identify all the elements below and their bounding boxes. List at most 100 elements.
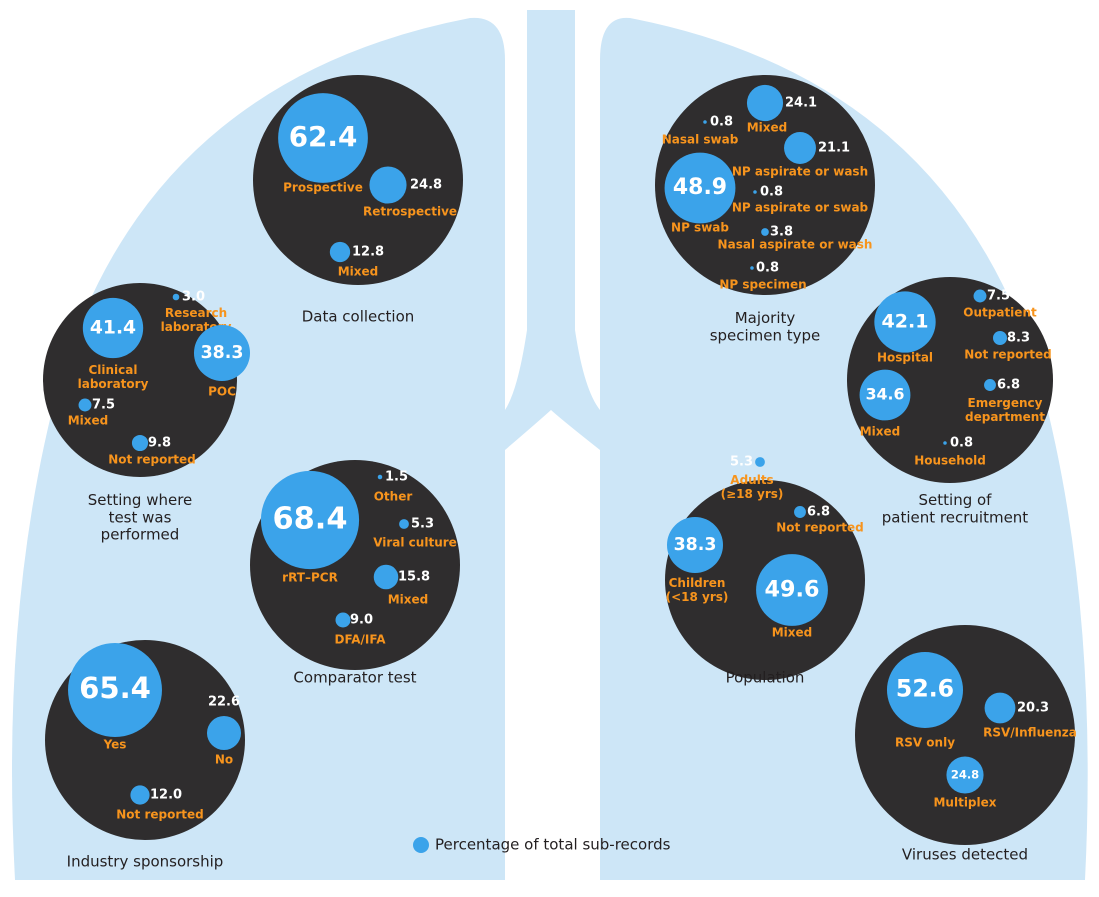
group-title: Majority specimen type <box>710 309 821 344</box>
group-title: Population <box>726 669 805 687</box>
value-label: 38.3 <box>674 535 717 555</box>
group-title: Data collection <box>302 308 415 326</box>
category-label: Nasal aspirate or wash <box>718 238 873 252</box>
group-title: Viruses detected <box>902 846 1028 864</box>
bubble <box>329 241 351 263</box>
value-label: 62.4 <box>289 120 358 153</box>
bubble <box>278 93 368 183</box>
legend-swatch <box>413 837 429 853</box>
category-label: NP specimen <box>719 278 806 292</box>
bubble <box>130 785 150 805</box>
bubble <box>794 506 806 518</box>
trachea-gap <box>505 60 600 897</box>
bubble <box>82 297 144 359</box>
category-label: No <box>215 753 233 767</box>
value-label: 52.6 <box>896 675 954 703</box>
bubble <box>68 643 162 737</box>
category-label: Not reported <box>116 808 203 822</box>
value-label: 24.1 <box>785 96 817 111</box>
category-label: POC <box>208 385 236 399</box>
bubble <box>753 190 757 194</box>
trachea <box>505 10 600 450</box>
category-label: rRT–PCR <box>282 571 338 585</box>
bubble <box>755 457 765 467</box>
category-label: Children (<18 yrs) <box>666 576 729 604</box>
category-label: Viral culture <box>373 536 457 550</box>
legend-label: Percentage of total sub-records <box>435 836 671 854</box>
bubble <box>193 324 251 382</box>
value-label: 24.8 <box>410 178 442 193</box>
category-label: Mixed <box>338 265 379 279</box>
bubble <box>973 289 987 303</box>
category-label: NP aspirate or wash <box>732 165 868 179</box>
value-label: 38.3 <box>201 343 244 363</box>
category-label: Clinical laboratory <box>78 363 149 391</box>
value-label: 48.9 <box>673 175 727 200</box>
group-circle <box>655 75 875 295</box>
group-title: Setting of patient recruitment <box>882 491 1029 526</box>
value-label: 41.4 <box>90 318 136 339</box>
bubble <box>399 519 409 529</box>
category-label: Multiplex <box>933 796 996 810</box>
bubble <box>943 441 947 445</box>
category-label: Outpatient <box>963 306 1037 320</box>
value-label: 1.5 <box>385 470 408 485</box>
bubble <box>377 474 383 480</box>
category-label: Mixed <box>772 626 813 640</box>
category-label: Retrospective <box>363 205 457 219</box>
bubble <box>664 152 736 224</box>
category-label: Mixed <box>860 425 901 439</box>
category-label: Mixed <box>68 414 109 428</box>
bubble <box>874 291 936 353</box>
bubble <box>761 228 769 236</box>
value-label: 12.0 <box>150 788 182 803</box>
value-label: 34.6 <box>866 385 905 404</box>
category-label: Yes <box>103 738 127 752</box>
value-label: 0.8 <box>950 436 973 451</box>
value-label: 68.4 <box>272 502 347 537</box>
value-label: 9.8 <box>148 436 171 451</box>
category-label: Other <box>374 490 413 504</box>
value-label: 20.3 <box>1017 701 1049 716</box>
value-label: 7.5 <box>92 398 115 413</box>
category-label: RSV/Influenza <box>983 726 1077 740</box>
value-label: 8.3 <box>1007 331 1030 346</box>
category-label: Not reported <box>964 348 1051 362</box>
category-label: NP swab <box>671 221 729 235</box>
bubble <box>703 120 707 124</box>
value-label: 6.8 <box>997 378 1020 393</box>
group-title: Setting where test was performed <box>88 491 193 544</box>
bubble <box>335 612 351 628</box>
category-label: Emergency department <box>965 396 1045 424</box>
value-label: 21.1 <box>818 141 850 156</box>
category-label: Household <box>914 454 986 468</box>
value-label: 3.8 <box>770 225 793 240</box>
value-label: 12.8 <box>352 245 384 260</box>
group-title: Industry sponsorship <box>67 853 224 871</box>
bubble <box>369 166 407 204</box>
bubble <box>746 84 784 122</box>
value-label: 3.0 <box>182 290 205 305</box>
bubble <box>373 564 399 590</box>
group-title: Comparator test <box>293 669 416 687</box>
bubble <box>131 434 149 452</box>
category-label: Not reported <box>776 521 863 535</box>
value-label: 9.0 <box>350 613 373 628</box>
bubble <box>172 293 180 301</box>
bubble <box>666 516 724 574</box>
category-label: Hospital <box>877 351 933 365</box>
value-label: 0.8 <box>710 115 733 130</box>
value-label: 22.6 <box>208 695 240 710</box>
value-label: 49.6 <box>765 577 820 603</box>
bubble <box>260 470 360 570</box>
bubble <box>784 132 816 164</box>
bubble <box>946 756 984 794</box>
category-label: Nasal swab <box>662 133 739 147</box>
bubble <box>984 379 996 391</box>
bubble <box>992 330 1008 346</box>
bubble <box>78 398 92 412</box>
value-label: 5.3 <box>730 455 753 470</box>
category-label: Not reported <box>108 453 195 467</box>
value-label: 6.8 <box>807 505 830 520</box>
